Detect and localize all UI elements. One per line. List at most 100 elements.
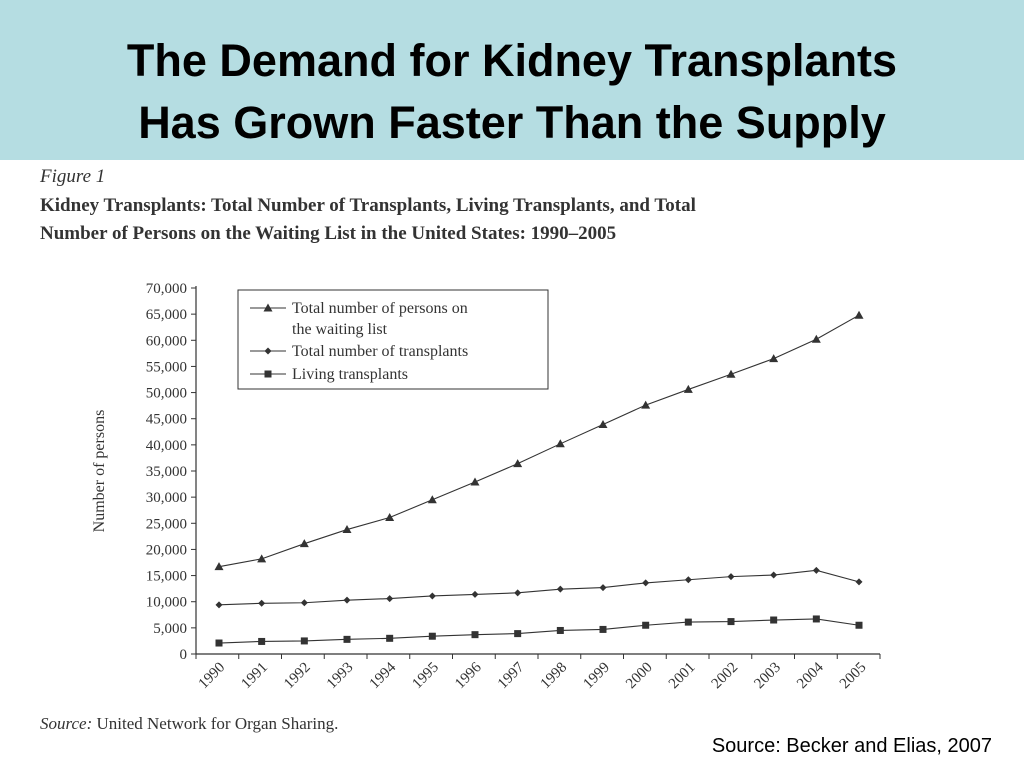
data-point-square xyxy=(684,618,692,626)
x-tick-label: 2005 xyxy=(837,660,870,693)
data-point-square xyxy=(642,621,650,629)
x-tick-label: 2000 xyxy=(623,660,656,693)
data-point-diamond xyxy=(599,584,607,592)
figure-label: Figure 1 xyxy=(40,166,106,187)
data-point-diamond xyxy=(770,571,778,579)
data-point-diamond xyxy=(855,578,863,586)
data-point-square xyxy=(428,632,436,640)
data-point-square xyxy=(471,631,479,639)
x-tick-label: 1994 xyxy=(367,659,400,692)
slide-source: Source: Becker and Elias, 2007 xyxy=(711,735,992,757)
data-point-square xyxy=(727,618,735,626)
data-point-triangle xyxy=(769,354,779,363)
x-tick-label: 1991 xyxy=(238,660,271,693)
data-point-square xyxy=(599,625,607,633)
figure-caption: Kidney Transplants: Total Number of Tran… xyxy=(40,192,1000,248)
figure-source: Source: United Network for Organ Sharing… xyxy=(40,714,338,734)
data-point-diamond xyxy=(556,585,564,593)
data-point-square xyxy=(258,637,266,645)
data-point-square xyxy=(812,615,820,623)
data-point-diamond xyxy=(258,599,266,607)
x-tick-label: 1997 xyxy=(495,659,528,692)
data-point-diamond xyxy=(471,590,479,598)
data-point-diamond xyxy=(386,595,394,603)
data-point-square xyxy=(386,634,394,642)
series-line-triangle xyxy=(218,314,860,568)
figure-source-text: United Network for Organ Sharing. xyxy=(96,714,339,733)
data-point-diamond xyxy=(642,579,650,587)
data-point-triangle xyxy=(811,334,821,343)
y-tick-label: 65,000 xyxy=(146,307,187,323)
x-tick-label: 2001 xyxy=(666,660,699,693)
y-tick-label: 55,000 xyxy=(146,359,187,375)
y-tick-label: 35,000 xyxy=(146,464,187,480)
x-tick-label: 1993 xyxy=(324,660,357,693)
data-point-diamond xyxy=(428,592,436,600)
data-point-triangle xyxy=(385,513,395,522)
x-tick-label: 2003 xyxy=(751,660,784,693)
data-point-triangle xyxy=(342,525,352,534)
y-tick-label: 25,000 xyxy=(146,516,187,532)
y-axis-label: Number of persons xyxy=(91,410,108,533)
y-tick-label: 30,000 xyxy=(146,490,187,506)
legend-label: Total number of persons on xyxy=(292,300,468,317)
data-point-square xyxy=(215,639,223,647)
slide-title: The Demand for Kidney Transplants Has Gr… xyxy=(0,30,1024,154)
data-point-square xyxy=(514,630,522,638)
figure-caption-line2: Number of Persons on the Waiting List in… xyxy=(40,223,617,244)
legend-marker-square xyxy=(264,370,272,378)
data-point-triangle xyxy=(641,400,651,409)
y-tick-label: 40,000 xyxy=(146,438,187,454)
data-point-square xyxy=(343,635,351,643)
legend-box xyxy=(237,289,549,390)
data-point-diamond xyxy=(215,601,223,609)
slide-title-line2: Has Grown Faster Than the Supply xyxy=(138,97,886,148)
data-point-square xyxy=(556,626,564,634)
legend-label: Living transplants xyxy=(292,366,408,383)
y-tick-label: 45,000 xyxy=(146,412,187,428)
y-tick-label: 20,000 xyxy=(146,542,187,558)
x-tick-label: 2004 xyxy=(794,659,827,692)
series-line-diamond xyxy=(218,569,860,606)
data-point-triangle xyxy=(854,310,864,319)
figure-caption-line1: Kidney Transplants: Total Number of Tran… xyxy=(40,195,696,216)
y-tick-label: 50,000 xyxy=(146,386,187,402)
y-tick-label: 70,000 xyxy=(146,281,187,297)
x-tick-label: 1992 xyxy=(281,660,314,693)
legend-marker-triangle xyxy=(263,303,273,312)
y-tick-label: 60,000 xyxy=(146,333,187,349)
data-point-triangle xyxy=(555,439,565,448)
y-tick-label: 15,000 xyxy=(146,569,187,585)
data-point-diamond xyxy=(727,573,735,581)
x-tick-label: 1999 xyxy=(580,660,613,693)
data-point-triangle xyxy=(257,554,267,563)
slide-title-line1: The Demand for Kidney Transplants xyxy=(126,35,898,86)
data-point-diamond xyxy=(343,596,351,604)
data-point-square xyxy=(300,637,308,645)
y-tick-label: 10,000 xyxy=(146,595,187,611)
data-point-triangle xyxy=(683,384,693,393)
data-point-triangle xyxy=(598,419,608,428)
data-point-diamond xyxy=(684,576,692,584)
data-point-diamond xyxy=(514,589,522,597)
x-tick-label: 1996 xyxy=(452,659,485,692)
y-tick-label: 0 xyxy=(180,647,188,663)
data-point-triangle xyxy=(427,495,437,504)
x-tick-label: 1995 xyxy=(409,660,442,693)
data-point-diamond xyxy=(812,566,820,574)
x-tick-label: 1990 xyxy=(196,660,229,693)
data-point-square xyxy=(770,616,778,624)
data-point-triangle xyxy=(726,369,736,378)
data-point-triangle xyxy=(299,539,309,548)
series-line-square xyxy=(218,618,860,644)
data-point-triangle xyxy=(513,459,523,468)
x-tick-label: 1998 xyxy=(538,660,571,693)
x-tick-label: 2002 xyxy=(709,660,742,693)
data-point-triangle xyxy=(214,562,224,571)
title-banner xyxy=(0,0,1024,160)
legend-label: the waiting list xyxy=(292,321,388,338)
legend-marker-diamond xyxy=(264,347,272,355)
y-tick-label: 5,000 xyxy=(153,621,187,637)
data-point-diamond xyxy=(300,599,308,607)
